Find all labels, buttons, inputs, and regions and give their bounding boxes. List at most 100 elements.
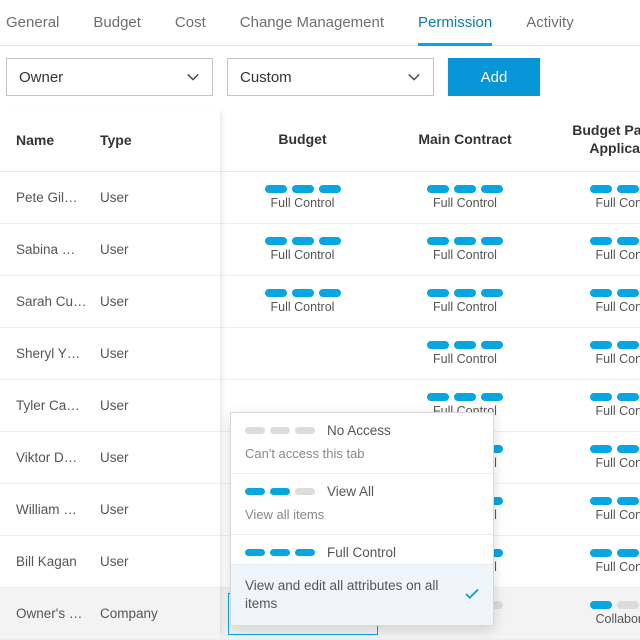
menu-option-full-control[interactable]: Full Control — [231, 535, 493, 564]
level-pills-icon — [427, 289, 503, 297]
table-row[interactable]: Viktor D…User — [0, 432, 220, 484]
perm-cell-bpa[interactable]: Full Control — [545, 497, 640, 522]
perm-cell-main-contract[interactable]: Full Control — [385, 341, 545, 366]
cell-name: Bill Kagan — [0, 554, 100, 569]
perm-cell-bpa[interactable]: Full Control — [545, 445, 640, 470]
right-header: Budget Main Contract Budget Payment Appl… — [220, 108, 640, 172]
cell-name: Sabina … — [0, 242, 100, 257]
header-bpa: Budget Payment Application — [545, 122, 640, 157]
perm-cell-budget[interactable]: Full Control — [220, 185, 385, 210]
menu-option-desc: View all items — [231, 503, 493, 534]
perm-label: Full Control — [271, 248, 335, 262]
header-main-contract: Main Contract — [385, 131, 545, 149]
cell-type: Company — [100, 606, 220, 621]
cell-type: User — [100, 294, 220, 309]
level-pills-icon — [265, 289, 341, 297]
table-row[interactable]: Bill KaganUser — [0, 536, 220, 588]
perm-cell-bpa[interactable]: Full Control — [545, 237, 640, 262]
cell-type: User — [100, 242, 220, 257]
table-row: Full Control Full Control Full Control — [220, 172, 640, 224]
template-select-label: Custom — [240, 69, 292, 86]
cell-name: Pete Gil… — [0, 190, 100, 205]
perm-label: Full Control — [596, 300, 640, 314]
perm-cell-main-contract[interactable]: Full Control — [385, 289, 545, 314]
perm-label: Full Control — [271, 300, 335, 314]
perm-label: Collaborate — [596, 612, 640, 626]
table-row[interactable]: Pete Gil…User — [0, 172, 220, 224]
filter-bar: Owner Custom Add — [0, 46, 640, 108]
menu-selected-desc: View and edit all attributes on all item… — [245, 577, 455, 613]
table-row[interactable]: Tyler Ca…User — [0, 380, 220, 432]
cell-type: User — [100, 450, 220, 465]
level-pills-icon — [590, 549, 640, 557]
perm-cell-bpa[interactable]: Full Control — [545, 289, 640, 314]
table-row[interactable]: Sabina …User — [0, 224, 220, 276]
permission-menu: No Access Can't access this tab View All… — [230, 412, 494, 626]
menu-option-label: View All — [327, 484, 374, 499]
perm-label: Full Control — [433, 300, 497, 314]
tab-activity[interactable]: Activity — [526, 14, 574, 45]
perm-cell-bpa[interactable]: Full Control — [545, 549, 640, 574]
menu-option-no-access[interactable]: No Access — [231, 413, 493, 442]
header-type: Type — [100, 132, 220, 148]
menu-option-view-all[interactable]: View All — [231, 474, 493, 503]
tab-budget[interactable]: Budget — [93, 14, 141, 45]
perm-cell-bpa[interactable]: Collaborate — [545, 601, 640, 626]
owner-select-label: Owner — [19, 69, 63, 86]
tab-permission[interactable]: Permission — [418, 14, 492, 46]
menu-selected-option[interactable]: View and edit all attributes on all item… — [231, 565, 493, 625]
perm-label: Full Control — [596, 508, 640, 522]
table-row[interactable]: William …User — [0, 484, 220, 536]
owner-select[interactable]: Owner — [6, 58, 213, 96]
level-pills-icon — [590, 497, 640, 505]
left-header: Name Type — [0, 108, 220, 172]
tabs-bar: General Budget Cost Change Management Pe… — [0, 0, 640, 46]
tab-cost[interactable]: Cost — [175, 14, 206, 45]
perm-cell-bpa[interactable]: Full Control — [545, 185, 640, 210]
perm-cell-bpa[interactable]: Full Control — [545, 393, 640, 418]
header-budget: Budget — [220, 131, 385, 149]
level-pills-icon — [245, 488, 315, 495]
template-select[interactable]: Custom — [227, 58, 434, 96]
level-pills-icon — [590, 341, 640, 349]
cell-name: Viktor D… — [0, 450, 100, 465]
add-button-label: Add — [481, 69, 508, 86]
perm-cell-budget[interactable]: Full Control — [220, 237, 385, 262]
cell-name: Tyler Ca… — [0, 398, 100, 413]
perm-cell-main-contract[interactable]: Full Control — [385, 237, 545, 262]
perm-label: Full Control — [596, 196, 640, 210]
table-row: Full Control Full Control — [220, 328, 640, 380]
level-pills-icon — [590, 185, 640, 193]
perm-cell-bpa[interactable]: Full Control — [545, 341, 640, 366]
chevron-down-icon — [407, 70, 421, 84]
perm-label: Full Control — [433, 196, 497, 210]
header-bpa-line1: Budget Payment — [572, 122, 640, 140]
table-row[interactable]: Sheryl Y…User — [0, 328, 220, 380]
cell-type: User — [100, 502, 220, 517]
perm-label: Full Control — [596, 404, 640, 418]
cell-type: User — [100, 554, 220, 569]
level-pills-icon — [590, 393, 640, 401]
cell-type: User — [100, 398, 220, 413]
table-row[interactable]: Sarah Cu…User — [0, 276, 220, 328]
tab-general[interactable]: General — [6, 14, 59, 45]
add-button[interactable]: Add — [448, 58, 540, 96]
table-row[interactable]: Owner's …Company — [0, 588, 220, 640]
perm-label: Full Control — [433, 352, 497, 366]
menu-option-label: Full Control — [327, 545, 396, 560]
cell-type: User — [100, 190, 220, 205]
level-pills-icon — [427, 341, 503, 349]
perm-cell-main-contract[interactable]: Full Control — [385, 185, 545, 210]
level-pills-icon — [427, 393, 503, 401]
tab-change-management[interactable]: Change Management — [240, 14, 384, 45]
permissions-table: Name Type Pete Gil…UserSabina …UserSarah… — [0, 108, 640, 640]
level-pills-icon — [245, 427, 315, 434]
menu-option-desc: Can't access this tab — [231, 442, 493, 473]
level-pills-icon — [590, 289, 640, 297]
perm-label: Full Control — [596, 560, 640, 574]
header-bpa-line2: Application — [589, 140, 640, 158]
perm-cell-budget[interactable]: Full Control — [220, 289, 385, 314]
level-pills-icon — [427, 237, 503, 245]
perm-label: Full Control — [596, 352, 640, 366]
level-pills-icon — [245, 549, 315, 556]
